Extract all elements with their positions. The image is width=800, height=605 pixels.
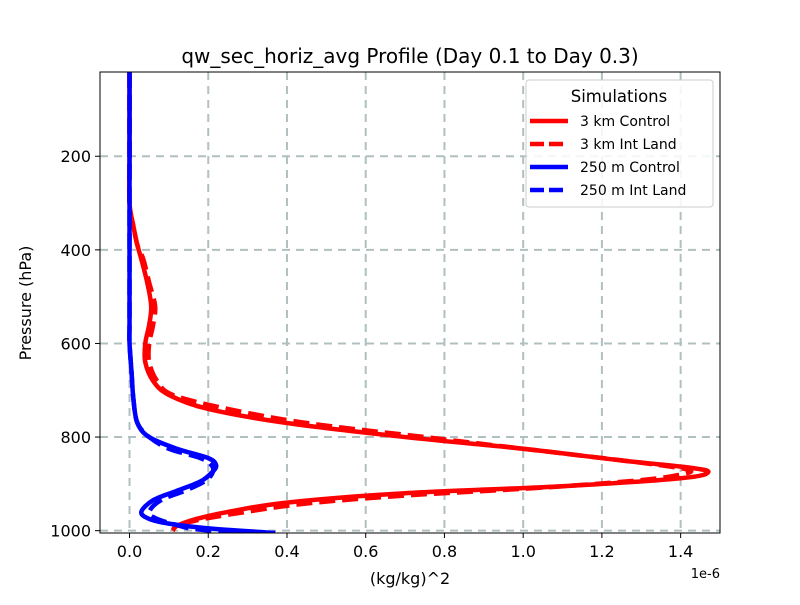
legend-label-250-m-int-land: 250 m Int Land <box>580 183 686 199</box>
x-tick-label: 0.6 <box>353 542 378 561</box>
legend-title: Simulations <box>571 87 668 106</box>
series-layer <box>126 72 711 533</box>
y-tick-label: 400 <box>60 241 91 260</box>
y-axis-label: Pressure (hPa) <box>16 246 35 361</box>
legend-entries: 3 km Control 3 km Int Land 250 m Control 25… <box>530 114 686 199</box>
x-tick-label: 0.4 <box>274 542 299 561</box>
axes-frame <box>99 71 721 534</box>
chart-title: qw_sec_horiz_avg Profile (Day 0.1 to Day… <box>181 44 638 68</box>
x-tick-label: 1.0 <box>510 542 535 561</box>
x-offset-label: 1e-6 <box>691 567 720 582</box>
y-tick-label: 800 <box>60 428 91 447</box>
x-axis-label: (kg/kg)^2 <box>370 569 450 588</box>
legend-box <box>525 79 714 208</box>
x-tick-label: 0.0 <box>117 542 142 561</box>
x-tick-label: 1.2 <box>589 542 614 561</box>
legend: Simulations 3 km Control 3 km Int Land 250… <box>525 79 714 208</box>
y-tick-label: 200 <box>60 147 91 166</box>
x-tick-label: 1.4 <box>668 542 693 561</box>
series-line-250-m-int-land <box>127 72 276 533</box>
legend-label-3-km-control: 3 km Control <box>580 114 670 130</box>
legend-label-3-km-int-land: 3 km Int Land <box>580 137 677 153</box>
ticks: 0.0 0.2 0.4 0.6 0.8 1.0 1.2 1.4 200 400 600 800 1000 <box>50 147 693 561</box>
x-tick-label: 0.2 <box>196 542 221 561</box>
series-line-3-km-int-land <box>126 72 694 533</box>
legend-label-250-m-control: 250 m Control <box>580 160 680 176</box>
y-tick-label: 600 <box>60 334 91 353</box>
x-tick-label: 0.8 <box>432 542 457 561</box>
y-tick-label: 1000 <box>50 522 91 541</box>
